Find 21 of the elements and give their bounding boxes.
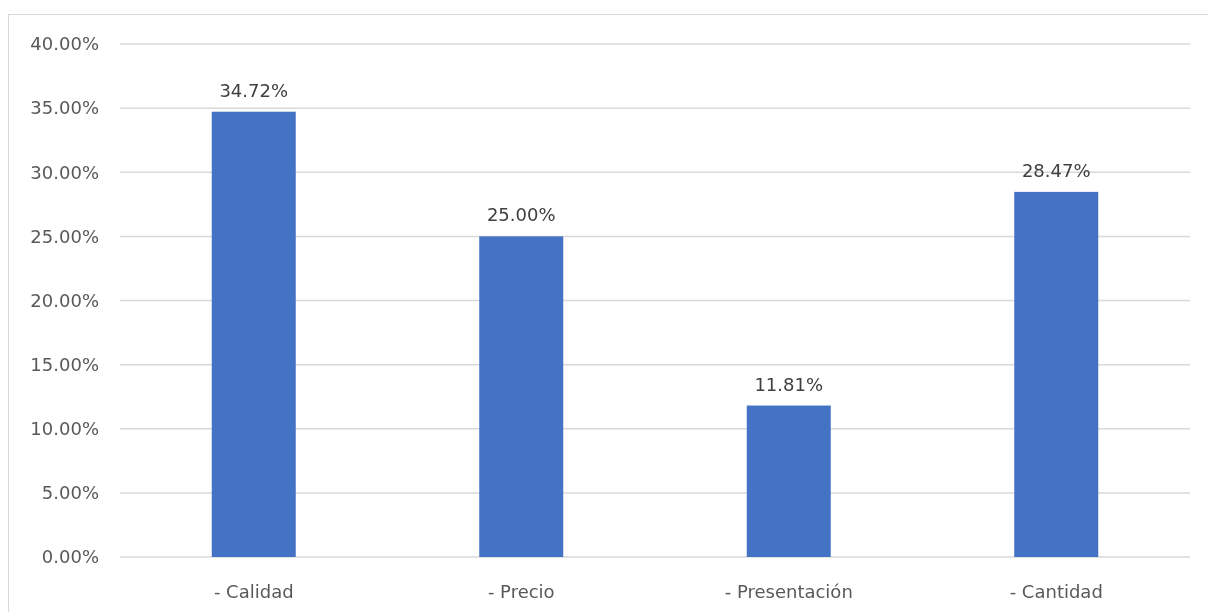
x-tick-label: - Cantidad bbox=[1009, 581, 1103, 602]
data-label: 11.81% bbox=[754, 373, 824, 395]
bar bbox=[479, 236, 564, 557]
bar bbox=[1014, 191, 1099, 557]
data-label: 34.72% bbox=[219, 79, 289, 101]
y-tick-label: 15.00% bbox=[30, 353, 99, 375]
bar bbox=[211, 111, 296, 557]
x-tick-label: - Precio bbox=[487, 581, 555, 602]
data-label: 28.47% bbox=[1021, 159, 1091, 181]
y-tick-label: 5.00% bbox=[41, 482, 99, 504]
y-tick-label: 20.00% bbox=[30, 289, 99, 311]
y-tick-label: 25.00% bbox=[30, 225, 99, 247]
data-label: 25.00% bbox=[486, 204, 556, 226]
bar bbox=[746, 405, 831, 557]
y-tick-label: 40.00% bbox=[30, 33, 99, 55]
y-tick-label: 10.00% bbox=[30, 418, 99, 440]
y-tick-label: 0.00% bbox=[41, 546, 99, 568]
y-tick-label: 35.00% bbox=[30, 97, 99, 119]
x-tick-label: - Calidad bbox=[213, 581, 294, 602]
x-tick-label: - Presentación bbox=[724, 581, 853, 602]
y-tick-label: 30.00% bbox=[30, 161, 99, 183]
